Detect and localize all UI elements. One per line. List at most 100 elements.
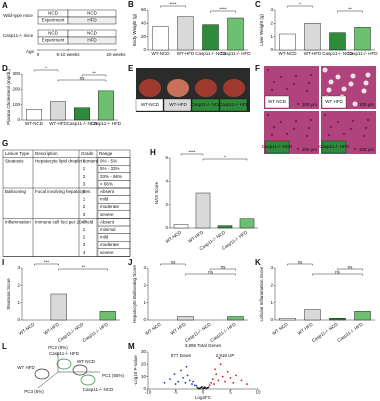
gene-point bbox=[185, 365, 188, 368]
tissue-texture bbox=[292, 127, 296, 131]
gene-point bbox=[226, 370, 229, 373]
gene-point bbox=[232, 381, 235, 384]
tissue-texture bbox=[285, 87, 289, 91]
significance-bracket bbox=[57, 79, 107, 82]
grade: 2 bbox=[83, 174, 86, 179]
tissue-texture bbox=[353, 147, 357, 151]
x-tick-label: WT NCD bbox=[271, 321, 289, 336]
y-tick-label: 1 bbox=[270, 34, 273, 39]
timeline-cell bbox=[67, 16, 117, 25]
tissue-texture bbox=[335, 74, 341, 80]
gene-point bbox=[177, 380, 180, 383]
pc-axis bbox=[37, 371, 59, 389]
tissue-texture bbox=[305, 89, 309, 93]
gene-point bbox=[195, 385, 198, 387]
y-axis-label: Liver Weight (g) bbox=[259, 14, 264, 46]
tissue-texture bbox=[309, 73, 313, 77]
gene-point bbox=[235, 374, 237, 377]
significance-label: ns bbox=[221, 264, 227, 269]
y-tick-label: 2 bbox=[17, 283, 20, 288]
x-tick-label: Casp11-/- NCD bbox=[311, 321, 339, 343]
x-tick-label: -5 bbox=[173, 390, 177, 395]
gene-point bbox=[193, 384, 196, 387]
tissue-texture bbox=[328, 79, 334, 85]
y-tick-label: 2 bbox=[270, 21, 273, 26]
bar bbox=[239, 218, 255, 229]
bar bbox=[50, 101, 66, 121]
significance-label: ** bbox=[92, 70, 96, 75]
image-label-box bbox=[264, 140, 290, 154]
panel-letter: J bbox=[128, 258, 132, 267]
pc-axis-label: PC2 (9%) bbox=[48, 345, 68, 350]
x-tick-label: WT-HFD bbox=[43, 321, 61, 336]
x-tick-label: 5 bbox=[229, 390, 232, 395]
scale-bar-label: 100 µm bbox=[359, 147, 374, 152]
table-header: Range bbox=[99, 151, 113, 156]
tissue-texture bbox=[309, 118, 313, 122]
age-label: Age bbox=[26, 49, 35, 54]
grade: 0 bbox=[83, 159, 86, 164]
tissue-texture bbox=[296, 102, 300, 106]
gene-point bbox=[192, 380, 195, 383]
panel-letter: C bbox=[255, 0, 261, 9]
photo-label: WT-HFD bbox=[169, 102, 187, 107]
bar bbox=[354, 311, 371, 321]
bar bbox=[329, 318, 346, 321]
gene-point bbox=[213, 383, 215, 385]
gene-point bbox=[212, 378, 214, 381]
y-axis-label: -Log10 P-value bbox=[133, 355, 138, 386]
range: moderate bbox=[100, 204, 120, 209]
timeline-cell bbox=[67, 36, 117, 45]
y-tick-label: 0 bbox=[270, 317, 273, 322]
y-tick-label: 0 bbox=[143, 317, 146, 322]
scale-bar-label: 100 µm bbox=[359, 102, 374, 107]
y-tick-label: 4 bbox=[165, 179, 168, 184]
significance-label: ns bbox=[348, 264, 354, 269]
panel-letter: E bbox=[128, 64, 134, 73]
cell-text: NCD bbox=[48, 11, 58, 16]
lesion-description: Hepatocyte lipid droplet content bbox=[35, 159, 99, 164]
significance-bracket bbox=[337, 10, 363, 13]
range: 33% - 66% bbox=[100, 174, 122, 179]
bar bbox=[304, 23, 321, 51]
gene-point bbox=[217, 379, 220, 382]
grade: 1 bbox=[83, 166, 86, 171]
cell-text: Experiment bbox=[42, 18, 66, 23]
tissue-texture bbox=[307, 126, 311, 130]
pca-group-label: Casp11-/- NCD bbox=[83, 387, 114, 392]
x-tick-label: WT-NCD bbox=[25, 121, 44, 126]
significance-bracket bbox=[33, 69, 59, 72]
lesion-type: Inflammation bbox=[5, 219, 31, 224]
image-label-box bbox=[321, 140, 347, 154]
photo-label: WT-NCD bbox=[141, 102, 160, 107]
significance-label: **** bbox=[188, 149, 195, 154]
x-tick-label: WT NCD bbox=[144, 321, 162, 336]
y-tick-label: 2 bbox=[165, 202, 168, 207]
liver-photo bbox=[223, 79, 245, 97]
gene-point bbox=[246, 383, 248, 385]
significance-bracket bbox=[185, 273, 236, 276]
scale-bar-label: 100 µm bbox=[302, 102, 317, 107]
bar bbox=[152, 26, 169, 51]
significance-bracket bbox=[202, 158, 248, 161]
tissue-texture bbox=[329, 125, 333, 129]
significance-bracket bbox=[210, 10, 236, 13]
grade: 0 bbox=[83, 189, 86, 194]
gene-point bbox=[184, 381, 187, 384]
gene-point bbox=[215, 373, 218, 376]
age-tick-label: 0 bbox=[37, 52, 40, 57]
panel-letter: H bbox=[150, 148, 156, 157]
bar bbox=[50, 293, 67, 321]
image-label: Casp11-/- NCD bbox=[262, 144, 293, 149]
photo-label-box bbox=[191, 98, 220, 112]
tissue-texture bbox=[326, 87, 332, 93]
grade: 3 bbox=[83, 181, 86, 186]
image-label: WT HFD bbox=[325, 99, 343, 104]
range: severe bbox=[100, 250, 114, 255]
photo-label-box bbox=[135, 98, 164, 112]
y-tick-label: 1 bbox=[17, 300, 20, 305]
tissue-texture bbox=[266, 113, 270, 117]
y-tick-label: 300 bbox=[12, 71, 20, 76]
y-tick-label: 6 bbox=[165, 155, 168, 160]
y-tick-label: 1 bbox=[270, 300, 273, 305]
